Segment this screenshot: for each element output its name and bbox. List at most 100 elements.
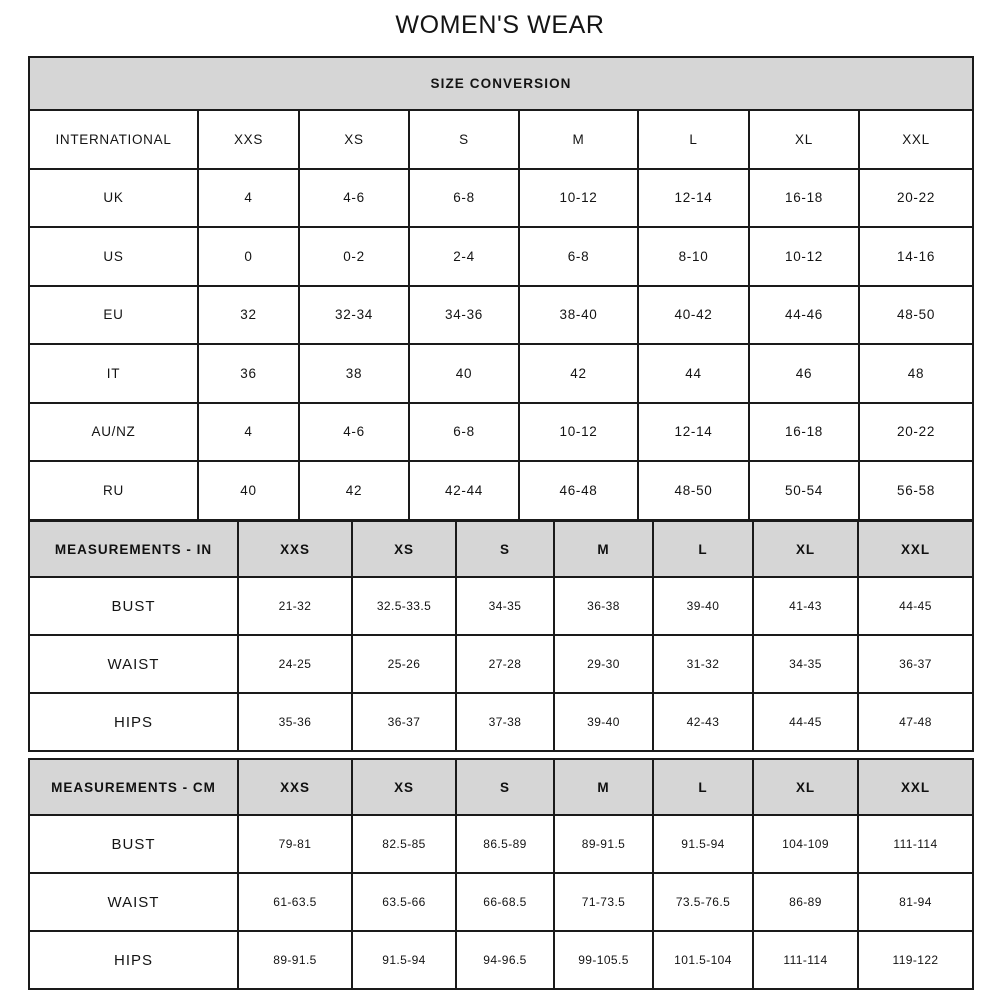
table-cell: 0-2 <box>298 226 410 287</box>
table-cell: 36 <box>197 343 300 404</box>
table-cell: 6-8 <box>408 167 520 228</box>
header-cell-international: INTERNATIONAL <box>28 109 199 170</box>
header-cell-s: S <box>455 758 555 816</box>
table-cell: 39-40 <box>652 576 754 636</box>
table-cell: 66-68.5 <box>455 872 555 932</box>
header-cell-m: M <box>553 758 654 816</box>
table-cell: 20-22 <box>857 401 975 462</box>
table-cell: 2-4 <box>408 226 520 287</box>
header-cell-xl: XL <box>748 109 860 170</box>
table-cell: 4-6 <box>298 401 410 462</box>
row-label: BUST <box>28 576 239 636</box>
header-cell-xxl: XXL <box>857 758 974 816</box>
table-cell: 91.5-94 <box>652 814 754 874</box>
table-cell: 6-8 <box>408 401 520 462</box>
table-cell: 40-42 <box>637 284 750 345</box>
row-label: EU <box>28 284 199 345</box>
row-label: BUST <box>28 814 239 874</box>
table-cell: 41-43 <box>752 576 859 636</box>
row-label: IT <box>28 343 199 404</box>
table-cell: 82.5-85 <box>351 814 457 874</box>
table-cell: 111-114 <box>857 814 974 874</box>
table-cell: 4 <box>197 167 300 228</box>
header-cell-xxs: XXS <box>237 758 353 816</box>
table-cell: 44-45 <box>857 576 974 636</box>
table-cell: 42 <box>298 460 410 521</box>
table-cell: 34-36 <box>408 284 520 345</box>
table-cell: 24-25 <box>237 634 353 694</box>
header-cell-l: L <box>637 109 750 170</box>
table-cell: 42-44 <box>408 460 520 521</box>
table-cell: 31-32 <box>652 634 754 694</box>
table-cell: 86.5-89 <box>455 814 555 874</box>
table-cell: 91.5-94 <box>351 930 457 990</box>
table-cell: 38-40 <box>518 284 639 345</box>
header-cell-xxl: XXL <box>857 109 975 170</box>
table-cell: 12-14 <box>637 167 750 228</box>
table-cell: 39-40 <box>553 692 654 752</box>
header-cell-xl: XL <box>752 758 859 816</box>
table-cell: 32 <box>197 284 300 345</box>
table-cell: 44-45 <box>752 692 859 752</box>
row-label: AU/NZ <box>28 401 199 462</box>
measurements-cm-header-row: MEASUREMENTS - CM XXS XS S M L XL XXL <box>28 758 974 816</box>
table-cell: 16-18 <box>748 167 860 228</box>
table-cell: 0 <box>197 226 300 287</box>
measurements-in-table: MEASUREMENTS - IN XXS XS S M L XL XXL BU… <box>28 520 974 752</box>
table-cell: 42-43 <box>652 692 754 752</box>
header-cell-m: M <box>518 109 639 170</box>
header-cell-l: L <box>652 520 754 578</box>
table-row: US 0 0-2 2-4 6-8 8-10 10-12 14-16 <box>28 226 975 287</box>
table-row: UK 4 4-6 6-8 10-12 12-14 16-18 20-22 <box>28 167 975 228</box>
table-cell: 34-35 <box>752 634 859 694</box>
table-cell: 101.5-104 <box>652 930 754 990</box>
table-cell: 63.5-66 <box>351 872 457 932</box>
table-row: BUST 21-32 32.5-33.5 34-35 36-38 39-40 4… <box>28 576 974 636</box>
table-cell: 21-32 <box>237 576 353 636</box>
header-cell-xs: XS <box>298 109 410 170</box>
table-cell: 40 <box>197 460 300 521</box>
table-cell: 89-91.5 <box>237 930 353 990</box>
size-conversion-banner-row: SIZE CONVERSION <box>27 56 975 111</box>
size-conversion-table: SIZE CONVERSION INTERNATIONAL XXS XS S M… <box>27 56 975 521</box>
table-cell: 94-96.5 <box>455 930 555 990</box>
table-cell: 16-18 <box>748 401 860 462</box>
table-cell: 48-50 <box>637 460 750 521</box>
table-cell: 48 <box>857 343 975 404</box>
table-cell: 10-12 <box>518 401 639 462</box>
table-cell: 61-63.5 <box>237 872 353 932</box>
table-cell: 119-122 <box>857 930 974 990</box>
header-cell-xxs: XXS <box>237 520 353 578</box>
table-cell: 6-8 <box>518 226 639 287</box>
row-label: RU <box>28 460 199 521</box>
row-label: HIPS <box>28 930 239 990</box>
table-cell: 10-12 <box>518 167 639 228</box>
table-cell: 71-73.5 <box>553 872 654 932</box>
table-cell: 40 <box>408 343 520 404</box>
table-cell: 36-38 <box>553 576 654 636</box>
table-cell: 46 <box>748 343 860 404</box>
table-cell: 81-94 <box>857 872 974 932</box>
header-cell-xs: XS <box>351 520 457 578</box>
table-cell: 29-30 <box>553 634 654 694</box>
table-cell: 36-37 <box>857 634 974 694</box>
table-cell: 50-54 <box>748 460 860 521</box>
row-label: WAIST <box>28 872 239 932</box>
table-row: BUST 79-81 82.5-85 86.5-89 89-91.5 91.5-… <box>28 814 974 874</box>
header-cell-xl: XL <box>752 520 859 578</box>
table-cell: 25-26 <box>351 634 457 694</box>
header-cell-s: S <box>408 109 520 170</box>
table-cell: 47-48 <box>857 692 974 752</box>
table-cell: 35-36 <box>237 692 353 752</box>
table-cell: 14-16 <box>857 226 975 287</box>
table-row: HIPS 89-91.5 91.5-94 94-96.5 99-105.5 10… <box>28 930 974 990</box>
table-cell: 44-46 <box>748 284 860 345</box>
table-cell: 27-28 <box>455 634 555 694</box>
table-cell: 10-12 <box>748 226 860 287</box>
table-row: AU/NZ 4 4-6 6-8 10-12 12-14 16-18 20-22 <box>28 401 975 462</box>
table-cell: 56-58 <box>857 460 975 521</box>
row-label: WAIST <box>28 634 239 694</box>
table-cell: 36-37 <box>351 692 457 752</box>
table-cell: 34-35 <box>455 576 555 636</box>
